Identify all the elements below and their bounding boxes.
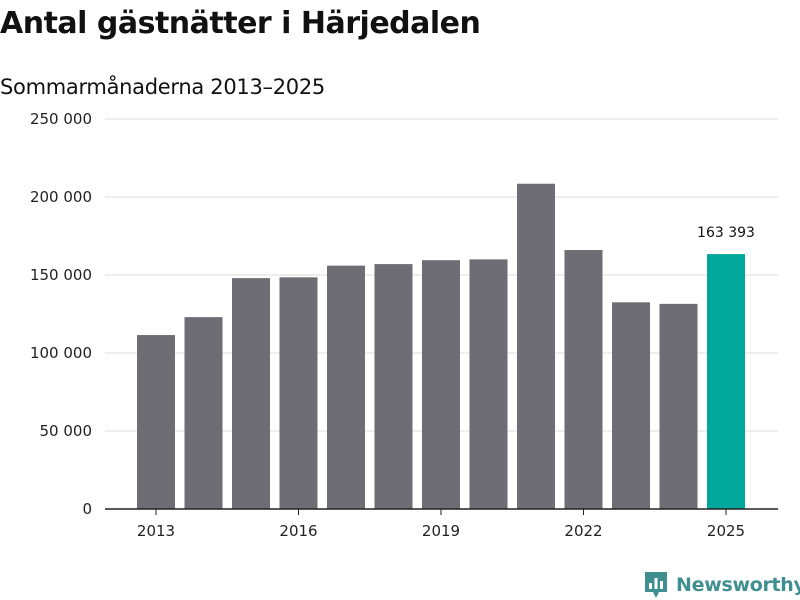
bars [137,183,745,510]
y-tick-label: 150 000 [30,266,92,284]
brand-name: Newsworthy [676,574,800,596]
brand-logo: Newsworthy [643,570,800,600]
bar-2024 [659,303,698,509]
x-tick-label: 2016 [279,522,317,540]
y-axis: 0 50 000 100 000 150 000 200 000 250 000 [30,110,92,518]
x-tick-label: 2025 [707,522,745,540]
y-tick-label: 0 [82,500,92,518]
bar-2022 [564,250,603,510]
bar-2017 [327,265,365,509]
data-labels: 163 393 [697,225,755,241]
y-tick-label: 50 000 [40,422,93,440]
bar-2021 [517,183,555,510]
x-tick-label: 2013 [137,522,175,540]
chart-subtitle: Sommarmånaderna 2013–2025 [0,75,325,99]
bar-2019 [422,260,460,509]
bar-2016 [279,277,318,509]
data-label: 163 393 [697,225,755,241]
bar-2014 [184,317,223,509]
y-tick-label: 100 000 [30,344,92,362]
x-axis: 2013 2016 2019 2022 2025 [105,508,778,540]
bar-2023 [612,302,650,509]
bar-2013 [137,335,175,509]
bar-2020 [469,259,508,509]
bar-2018 [374,264,413,509]
y-tick-label: 250 000 [30,110,92,128]
bar-2015 [232,278,270,509]
newsworthy-logo-icon [645,572,667,598]
bar-2025 [707,254,745,509]
y-tick-label: 200 000 [30,188,92,206]
x-tick-label: 2019 [422,522,460,540]
x-tick-label: 2022 [564,522,602,540]
chart-title: Antal gästnätter i Härjedalen [0,6,481,41]
